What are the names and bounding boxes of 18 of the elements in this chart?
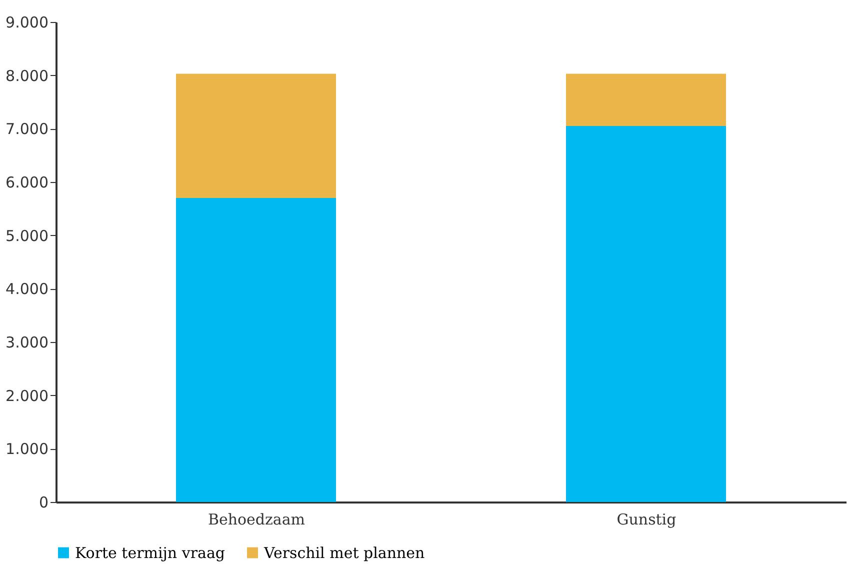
legend-label: Korte termijn vraag [75, 544, 226, 562]
y-tick-label: 5.000 [6, 226, 48, 245]
y-tick-label: 3.000 [6, 334, 48, 352]
y-tick-label: 7.000 [6, 120, 48, 138]
bar [566, 74, 726, 126]
bar [566, 126, 726, 502]
legend-label: Verschil met plannen [263, 544, 426, 562]
y-tick-label: 2.000 [6, 386, 48, 405]
y-tick-label: 9.000 [6, 14, 48, 32]
x-tick-label: Gunstig [616, 510, 677, 528]
y-tick-label: 8.000 [6, 66, 48, 85]
y-tick-label: 0 [38, 494, 48, 512]
bar [176, 198, 336, 502]
bar [176, 74, 336, 198]
y-tick-label: 6.000 [6, 174, 48, 192]
x-tick-label: Behoedzaam [208, 510, 306, 528]
y-tick-label: 4.000 [6, 280, 48, 298]
y-tick-label: 1.000 [6, 440, 48, 458]
